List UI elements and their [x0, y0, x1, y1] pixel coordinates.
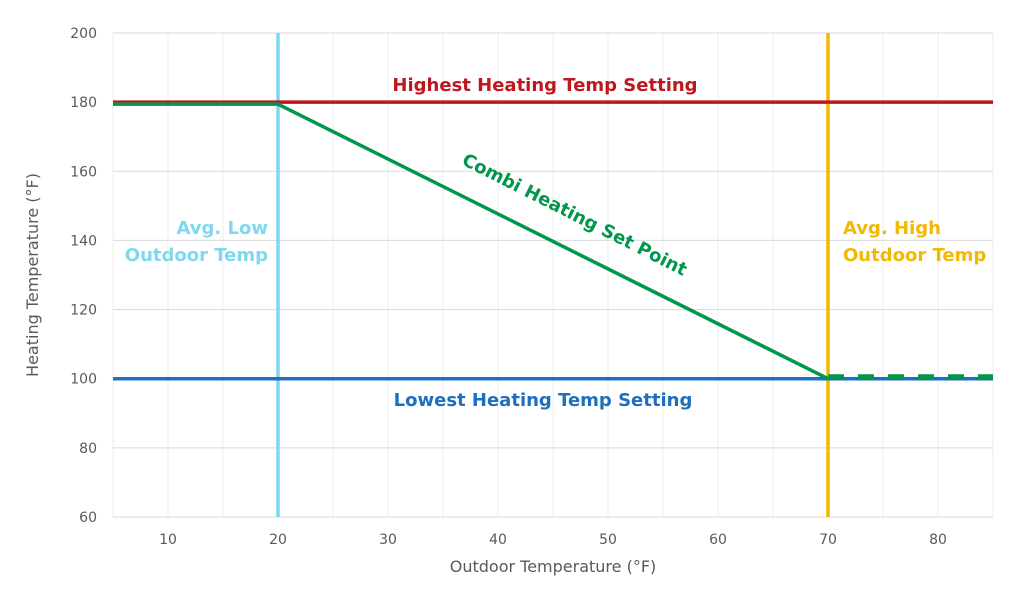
- y-tick-label: 60: [79, 510, 97, 526]
- x-tick-label: 50: [599, 532, 617, 548]
- y-tick-label: 160: [70, 164, 97, 180]
- x-tick-label: 70: [819, 532, 837, 548]
- x-tick-label: 10: [159, 532, 177, 548]
- annotation-avg-low-2: Outdoor Temp: [125, 245, 268, 266]
- x-ticks: 10 20 30 40 50 60 70 80: [159, 532, 947, 548]
- x-tick-label: 60: [709, 532, 727, 548]
- annotation-setpoint: Combi Heating Set Point: [459, 150, 691, 281]
- y-tick-label: 200: [70, 26, 97, 42]
- series-line: [113, 102, 829, 381]
- annotation-highest: Highest Heating Temp Setting: [392, 75, 697, 96]
- x-tick-label: 80: [929, 532, 947, 548]
- annotation-lowest: Lowest Heating Temp Setting: [394, 390, 693, 411]
- y-tick-label: 180: [70, 95, 97, 111]
- y-ticks: 60 80 100 120 140 160 180 200: [70, 26, 97, 526]
- y-axis-title: Heating Temperature (°F): [23, 173, 42, 377]
- series-lines: [113, 100, 993, 381]
- annotation-avg-high-2: Outdoor Temp: [843, 245, 986, 266]
- y-tick-label: 100: [70, 372, 97, 388]
- vertical-reference-lines: [276, 33, 830, 517]
- annotation-avg-low-1: Avg. Low: [177, 218, 268, 239]
- y-tick-label: 140: [70, 233, 97, 249]
- y-tick-label: 120: [70, 303, 97, 319]
- annotation-avg-high-1: Avg. High: [843, 218, 941, 239]
- x-tick-label: 40: [489, 532, 507, 548]
- x-tick-label: 30: [379, 532, 397, 548]
- y-tick-label: 80: [79, 441, 97, 457]
- x-axis-title: Outdoor Temperature (°F): [450, 557, 657, 576]
- x-tick-label: 20: [269, 532, 287, 548]
